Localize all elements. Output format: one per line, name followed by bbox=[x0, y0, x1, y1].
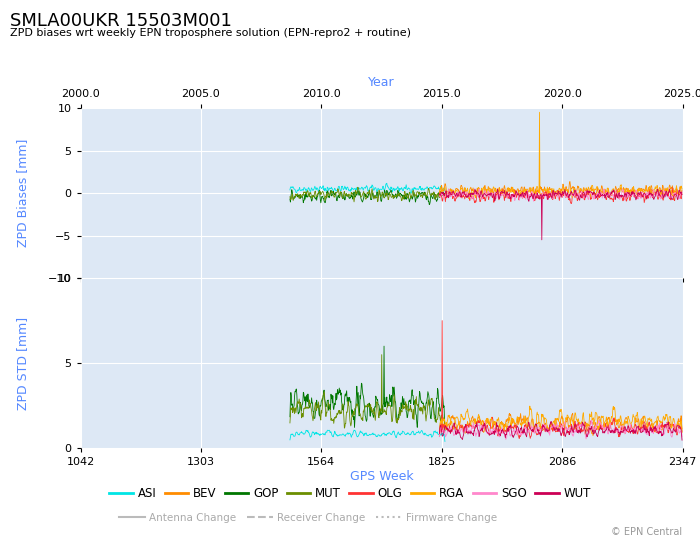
Text: © EPN Central: © EPN Central bbox=[611, 527, 682, 537]
Legend: Antenna Change, Receiver Change, Firmware Change: Antenna Change, Receiver Change, Firmwar… bbox=[115, 508, 501, 526]
Legend: ASI, BEV, GOP, MUT, OLG, RGA, SGO, WUT: ASI, BEV, GOP, MUT, OLG, RGA, SGO, WUT bbox=[104, 482, 596, 504]
Text: SMLA00UKR 15503M001: SMLA00UKR 15503M001 bbox=[10, 12, 232, 30]
Y-axis label: ZPD Biases [mm]: ZPD Biases [mm] bbox=[16, 139, 29, 247]
X-axis label: GPS Week: GPS Week bbox=[350, 470, 413, 483]
Y-axis label: ZPD STD [mm]: ZPD STD [mm] bbox=[16, 316, 29, 410]
X-axis label: Year: Year bbox=[368, 76, 395, 89]
Text: ZPD biases wrt weekly EPN troposphere solution (EPN-repro2 + routine): ZPD biases wrt weekly EPN troposphere so… bbox=[10, 28, 412, 38]
